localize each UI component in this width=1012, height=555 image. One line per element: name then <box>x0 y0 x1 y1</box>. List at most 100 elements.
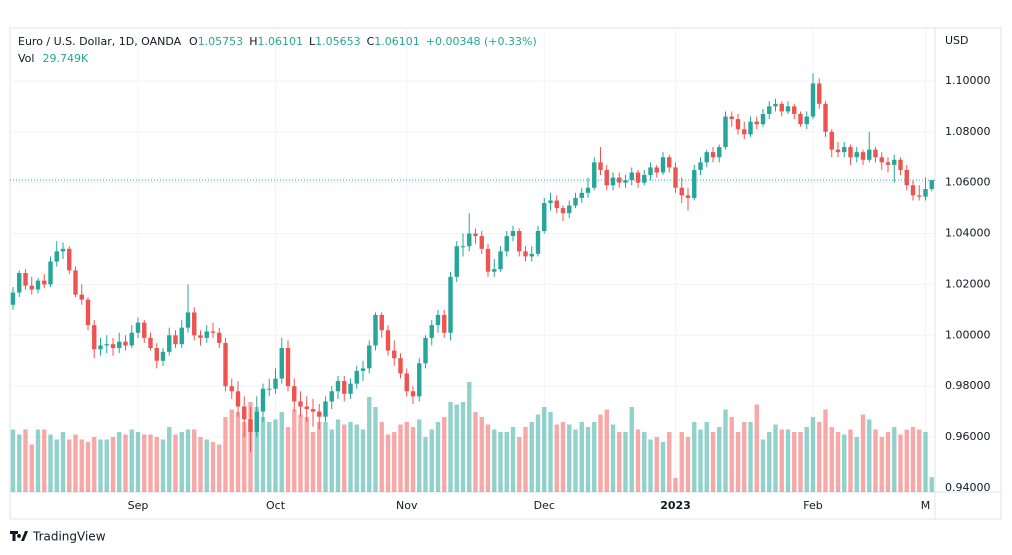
candle-body <box>335 381 341 392</box>
candle-body <box>460 246 466 248</box>
candle-body <box>410 391 416 397</box>
volume-bar <box>698 429 703 492</box>
volume-bar <box>217 444 222 492</box>
volume-bar <box>854 437 859 492</box>
volume-bar <box>242 422 247 492</box>
candle-body <box>723 116 728 148</box>
candle-body <box>473 233 478 237</box>
candle-body <box>317 411 322 417</box>
volume-bar <box>198 437 203 492</box>
volume-bar <box>585 427 591 492</box>
candle-body <box>292 386 297 402</box>
candle-body <box>285 348 291 387</box>
change: +0.00348 (+0.33%) <box>426 35 537 48</box>
candle-body <box>910 185 916 196</box>
volume-bar <box>398 424 403 492</box>
volume-bar <box>829 427 834 492</box>
volume-bar <box>110 437 116 492</box>
volume-bar <box>610 424 616 492</box>
volume-bar <box>679 432 684 492</box>
volume-bar <box>785 429 791 492</box>
volume-bar <box>335 419 341 492</box>
candle-body <box>135 322 141 333</box>
volume-bar <box>342 424 347 492</box>
volume-bar <box>204 439 209 492</box>
candle-body <box>517 231 522 252</box>
volume-bar <box>460 402 466 492</box>
volume-bar <box>410 427 416 492</box>
candle-body <box>423 337 428 364</box>
volume-bar <box>23 429 28 492</box>
candle-body <box>660 157 666 173</box>
candle-body <box>810 83 816 117</box>
volume-bar <box>85 442 91 492</box>
candle-body <box>198 335 203 338</box>
volume-bar <box>235 412 241 492</box>
volume-bars <box>10 382 934 492</box>
candle-body <box>192 312 197 336</box>
volume-bar <box>292 409 297 492</box>
candle-body <box>579 192 584 198</box>
candle-body <box>92 325 97 350</box>
axes: 0.94000 0.96000 0.98000 1.00000 1.02000 1.040… <box>128 74 991 512</box>
volume-bar <box>517 437 522 492</box>
volume-bar <box>673 478 678 492</box>
candle-body <box>229 386 234 392</box>
volume-bar <box>98 439 103 492</box>
volume-bar <box>510 427 516 492</box>
candle-body <box>23 272 28 286</box>
candle-body <box>392 350 397 359</box>
candle-body <box>673 167 678 188</box>
volume-bar <box>179 432 184 492</box>
volume-bar <box>167 427 172 492</box>
candle-body <box>185 312 191 328</box>
candle-body <box>110 344 116 349</box>
volume-bar <box>404 422 409 492</box>
candle-body <box>342 381 347 394</box>
candle-body <box>592 162 597 188</box>
candle-body <box>373 314 378 346</box>
candle-body <box>42 280 47 285</box>
candle-body <box>604 169 609 186</box>
volume-bar <box>648 439 653 492</box>
candle-body <box>254 411 259 432</box>
candle-body <box>879 157 884 163</box>
candle-body <box>823 103 828 132</box>
y-tick-label: 1.06000 <box>945 176 991 189</box>
volume-bar <box>667 432 672 492</box>
candle-body <box>554 200 559 209</box>
candle-body <box>242 406 247 420</box>
candle-body <box>929 180 934 189</box>
candle-body <box>17 272 22 293</box>
candle-body <box>567 205 572 214</box>
volume-bar <box>129 429 134 492</box>
volume-bar <box>379 422 384 492</box>
volume-bar <box>754 404 759 492</box>
candle-body <box>348 383 353 394</box>
candle-body <box>35 280 41 290</box>
volume-bar <box>792 432 797 492</box>
candle-body <box>354 370 359 384</box>
candle-body <box>829 131 834 150</box>
volume-bar <box>917 429 922 492</box>
candle-body <box>167 335 172 352</box>
volume-bar <box>392 432 397 492</box>
volume-bar <box>804 427 809 492</box>
candle-body <box>279 348 284 379</box>
candle-body <box>679 187 684 196</box>
candle-body <box>860 152 866 160</box>
y-tick-label: 1.04000 <box>945 227 991 240</box>
candle-body <box>792 106 797 114</box>
candle-body <box>104 344 109 346</box>
volume-bar <box>54 439 59 492</box>
candle-body <box>479 236 484 249</box>
volume-bar <box>385 434 391 492</box>
volume-bar <box>298 414 303 492</box>
candle-body <box>179 327 184 345</box>
candle-body <box>754 121 759 125</box>
volume-bar <box>748 422 753 492</box>
volume-bar <box>823 409 828 492</box>
candle-body <box>404 373 409 392</box>
grid <box>10 28 935 492</box>
